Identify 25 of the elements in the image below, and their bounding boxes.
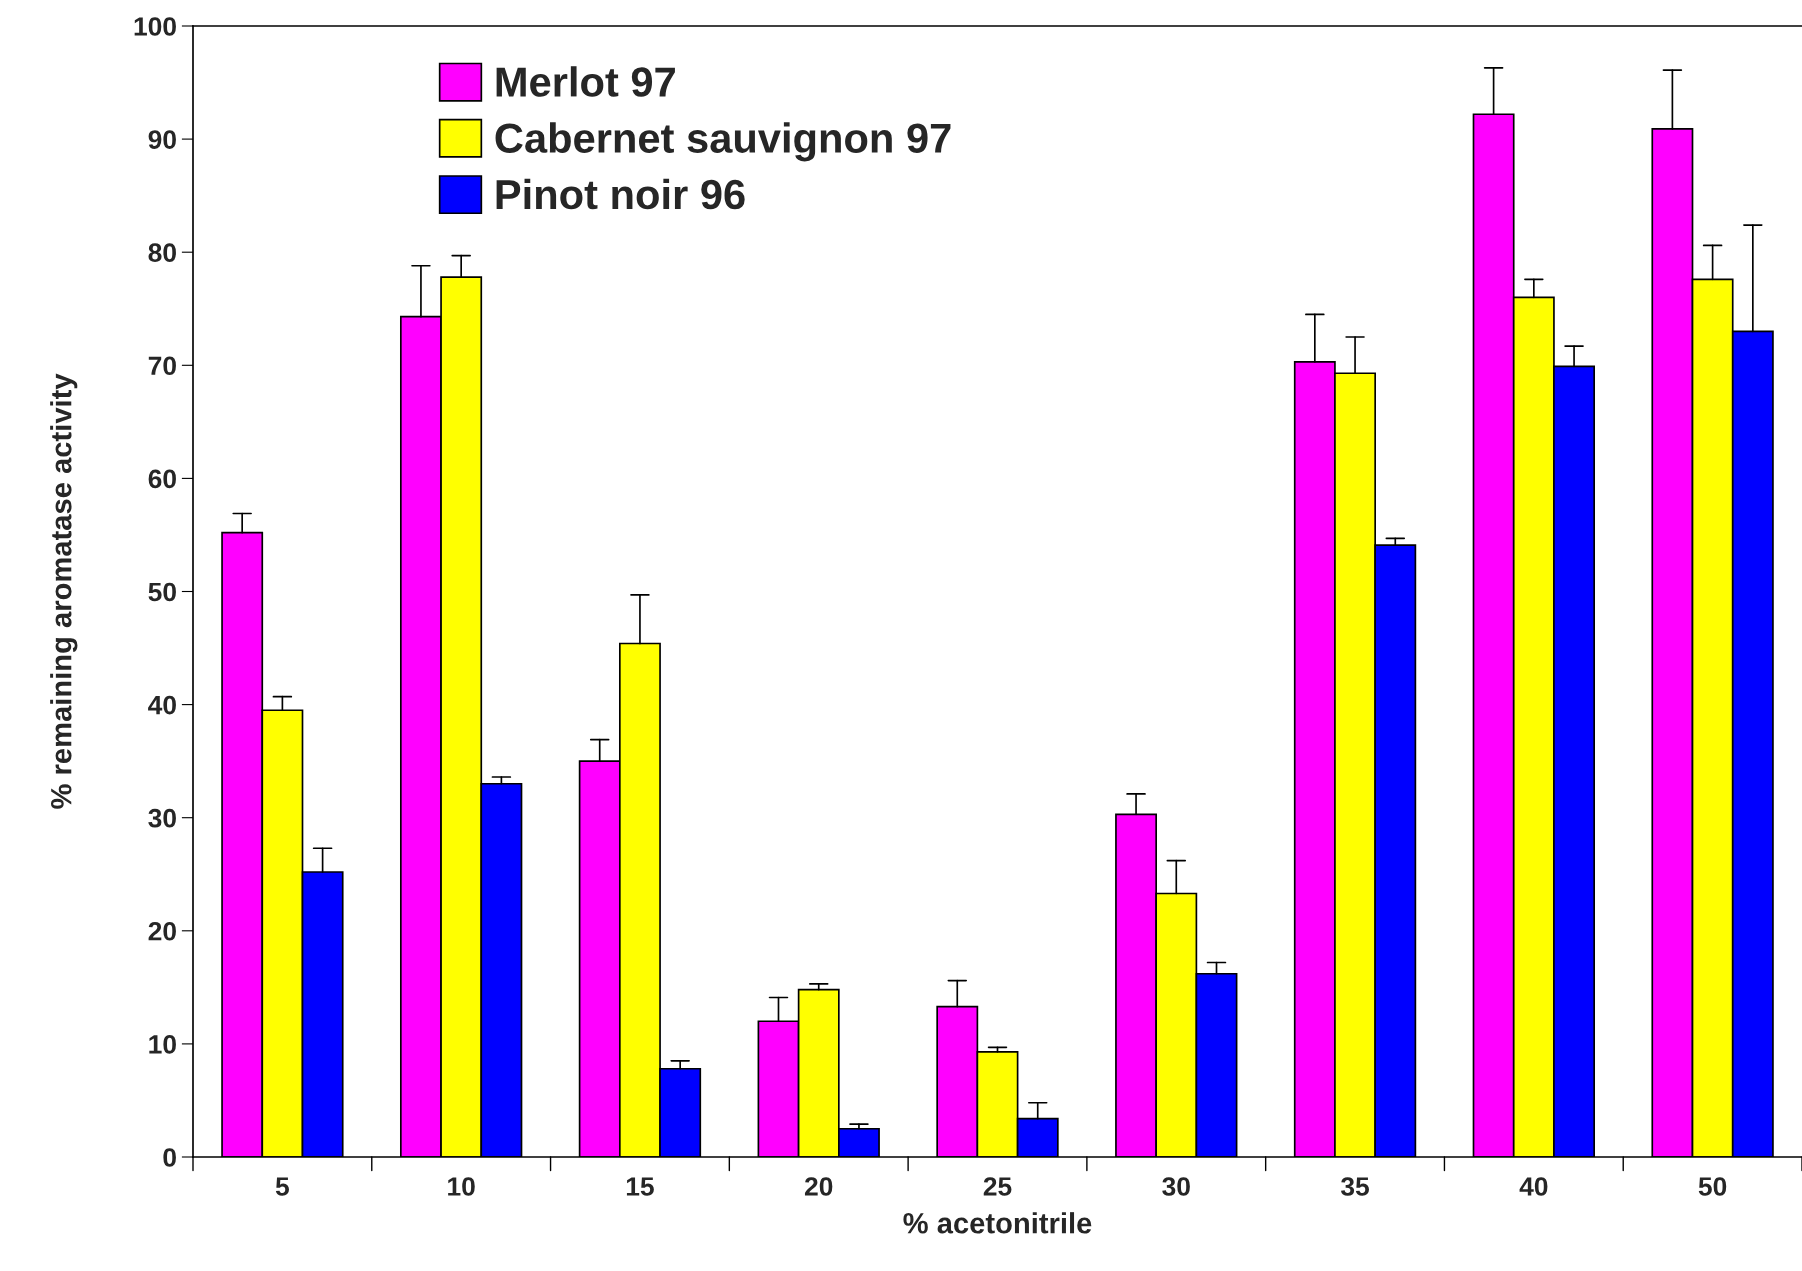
x-axis-title: % acetonitrile [903, 1212, 1092, 1234]
y-tick-label: 10 [149, 1035, 176, 1054]
y-tick-label: 80 [148, 243, 176, 263]
x-tick-label: 5 [275, 1177, 289, 1196]
y-axis-title: % remaining aromatase activity [50, 373, 78, 809]
y-tick-label: 60 [148, 469, 176, 489]
y-tick-label: 0 [163, 1148, 176, 1167]
y-tick-label: 100 [134, 17, 176, 36]
legend-label: Pinot noir 96 [496, 178, 745, 210]
y-tick-label: 50 [148, 582, 176, 602]
y-tick-label: 30 [148, 808, 176, 828]
x-tick-label: 20 [804, 1177, 833, 1196]
x-tick-label: 30 [1162, 1177, 1190, 1196]
x-tick-label: 35 [1340, 1177, 1369, 1196]
x-tick-label: 10 [448, 1177, 475, 1196]
legend-label: Cabernet sauvignon 97 [495, 122, 951, 162]
y-tick-label: 70 [148, 356, 176, 376]
y-tick-label: 40 [148, 695, 176, 715]
x-tick-label: 40 [1519, 1177, 1548, 1196]
y-tick-label: 90 [148, 130, 176, 149]
x-tick-label: 15 [626, 1177, 654, 1196]
x-tick-label: 50 [1698, 1177, 1727, 1196]
x-tick-label: 25 [983, 1177, 1012, 1196]
legend-label: Merlot 97 [496, 66, 675, 97]
y-tick-label: 20 [148, 921, 176, 941]
